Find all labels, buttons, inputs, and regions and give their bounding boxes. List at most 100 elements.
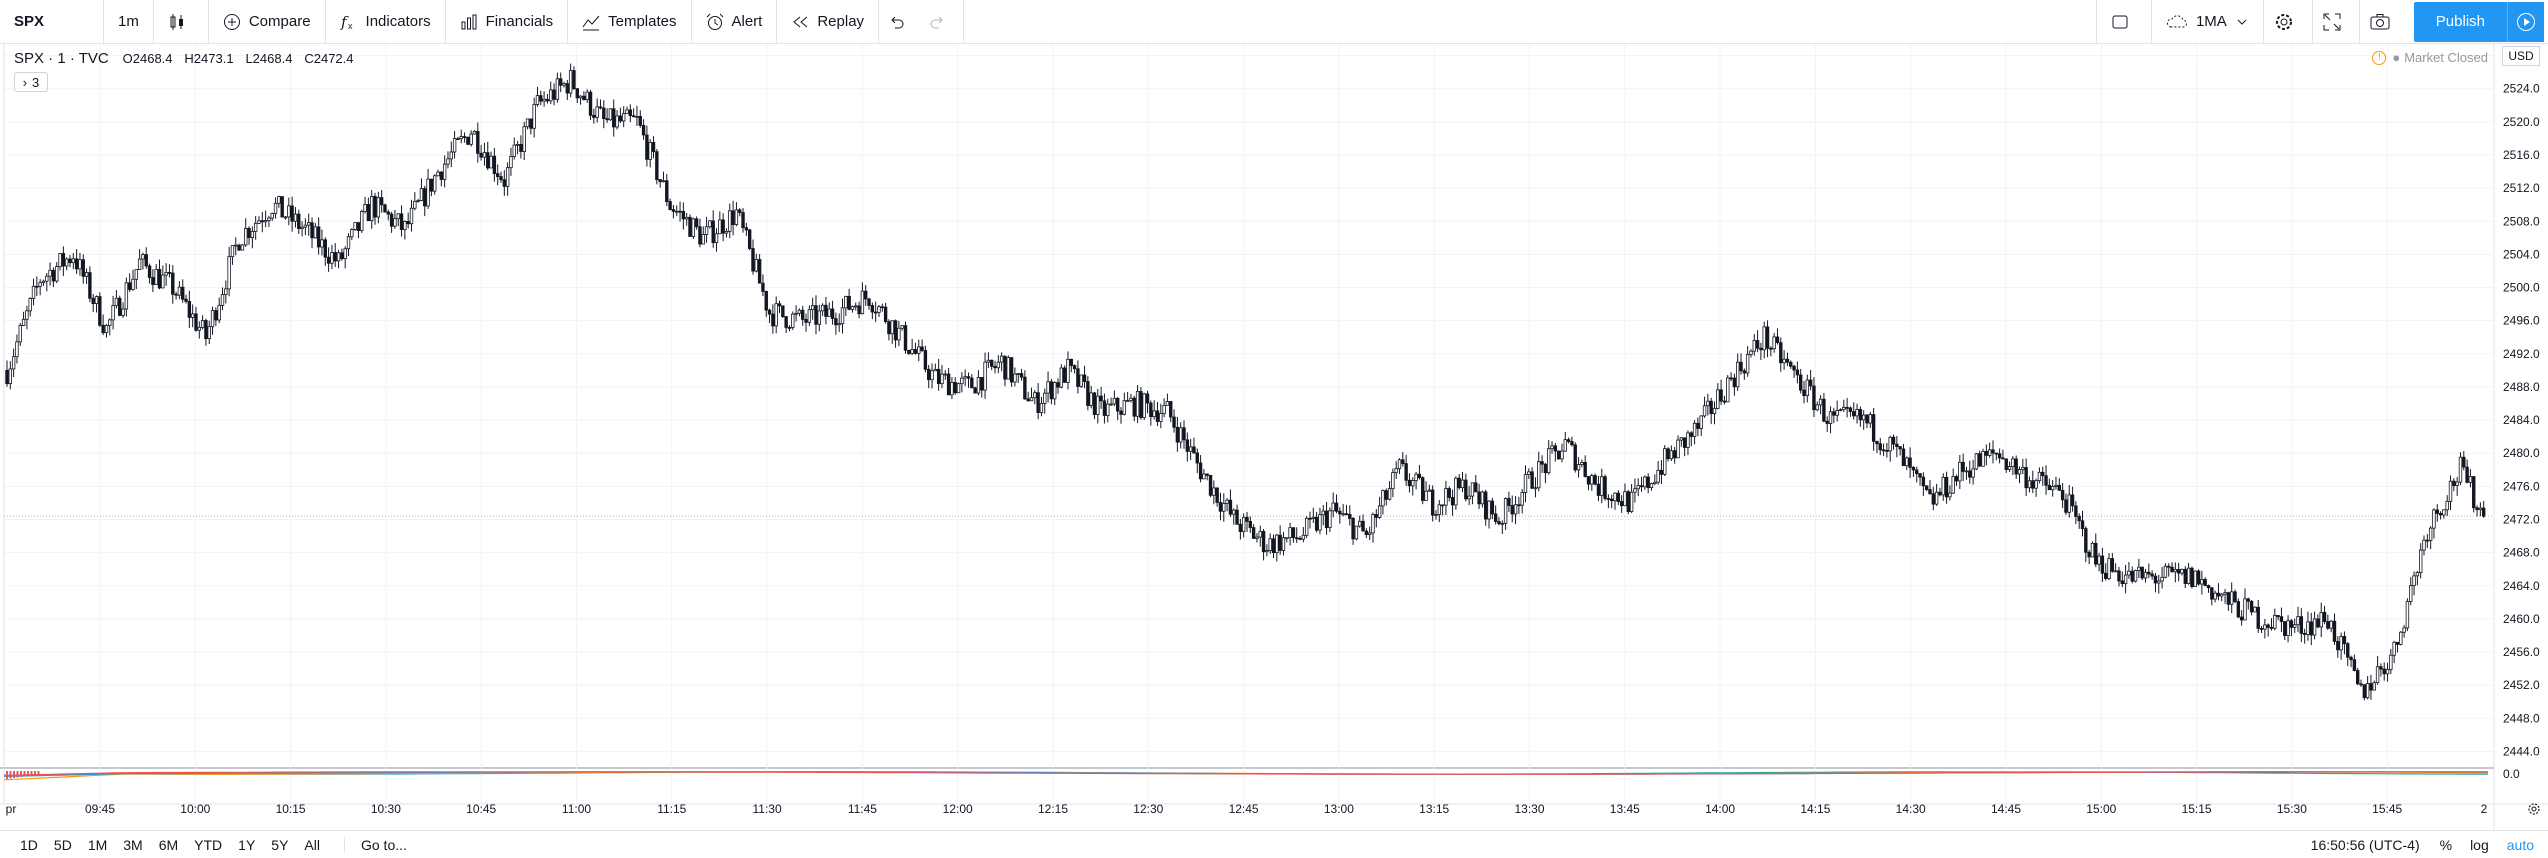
candle-body [1391,472,1395,490]
candle-body [714,233,719,244]
candle-body [1036,392,1040,413]
candle-body [452,138,457,153]
symbol-search[interactable]: SPX [0,0,104,44]
candle-body [1334,502,1339,512]
candle-body [1361,520,1365,532]
candle-body [711,220,715,244]
candle-body [1527,471,1531,475]
candle-body [1490,500,1495,515]
candle-body [2007,466,2012,470]
financials-button[interactable]: Financials [446,0,569,44]
candle-body [1735,361,1740,388]
alert-button[interactable]: Alert [692,0,778,44]
candle-body [2332,620,2337,642]
candle-body [694,218,699,228]
publish-label: Publish [2435,13,2485,30]
candle-body [2359,683,2363,686]
price-chart[interactable]: 2528.02524.02520.02516.02512.02508.02504… [0,44,2548,830]
candle-body [1686,432,1690,448]
snapshot-button[interactable] [2360,0,2408,44]
candle-body [2422,539,2426,551]
percent-toggle[interactable]: % [2440,837,2452,853]
candle-body [1911,466,1916,471]
candle-body [2362,684,2367,699]
candle-body [1712,407,1717,415]
templates-button[interactable]: Templates [568,0,692,44]
candle-body [2153,575,2158,584]
candle-body [751,248,755,272]
candle-body [2163,565,2168,578]
range-button-ytd[interactable]: YTD [194,836,223,853]
time-tick-label: 12:15 [1038,802,1068,816]
candle-body [1553,445,1558,452]
candle-body [495,173,500,177]
candle-body [2200,579,2204,585]
settings-button[interactable] [2264,0,2313,44]
candle-body [2296,616,2300,626]
play-button[interactable] [2507,1,2544,42]
candle-body [953,382,957,394]
candle-body [1556,450,1561,460]
candle-body [1954,476,1959,482]
fullscreen-button[interactable] [2313,0,2360,44]
compare-button[interactable]: Compare [209,0,326,44]
chevron-right-icon: › [22,74,28,90]
replay-button[interactable]: Replay [777,0,880,44]
candle-body [1006,357,1010,380]
candle-body [787,327,792,329]
range-button-6m[interactable]: 6M [158,836,179,853]
time-axis[interactable]: pr 09:45 10:00 10:15 10:30 10:45 11:00 11:15 11:… [6,802,2488,816]
goto-button[interactable]: Go to... [343,836,407,853]
range-button-1d[interactable]: 1D [20,836,38,853]
candle-body [2342,636,2347,645]
candle-body [2223,592,2227,595]
candle-body [1808,379,1813,387]
publish-button[interactable]: Publish [2413,1,2507,42]
range-button-1m[interactable]: 1M [87,836,108,853]
auto-toggle[interactable]: auto [2507,837,2534,853]
interval-button[interactable]: 1m [104,0,154,44]
candle-body [2369,683,2373,691]
candle-body [1593,475,1597,485]
candle-body [379,197,384,206]
range-button-1y[interactable]: 1Y [238,836,256,853]
candle-body [31,285,36,299]
undo-button[interactable] [879,0,921,44]
replay-label: Replay [817,13,865,30]
fullscreen-square-button[interactable] [2095,0,2152,44]
currency-badge[interactable]: USD [2502,46,2540,66]
range-button-5y[interactable]: 5Y [271,836,289,853]
candle-body [1981,450,1985,467]
candle-body [1454,477,1458,506]
candle-body [413,200,417,209]
log-toggle[interactable]: log [2470,837,2489,853]
candle-body [1576,464,1581,471]
candle-body [1696,422,1700,429]
clock[interactable]: 16:50:56 (UTC-4) [2311,837,2420,853]
range-button-all[interactable]: All [304,836,320,853]
candle-body [847,295,851,310]
range-button-3m[interactable]: 3M [123,836,143,853]
legend-symbol: SPX · 1 · TVC [14,50,109,67]
candle-body [1633,488,1637,493]
candle-body [2412,575,2416,586]
candle-body [761,282,765,292]
candle-body [1580,461,1584,465]
range-button-5d[interactable]: 5D [53,836,72,853]
candle-body [8,368,13,385]
candle-body [940,373,944,385]
candle-body [840,307,845,325]
candle-body [1560,450,1564,460]
layout-button[interactable]: 1MA [2152,0,2264,44]
candle-body [1384,490,1388,500]
price-axis[interactable]: 2528.02524.02520.02516.02512.02508.02504… [2503,49,2540,815]
candle-body [1961,461,1965,472]
redo-button[interactable] [921,0,965,44]
candle-body [94,296,99,305]
indicators-collapse-button[interactable]: › 3 [14,72,48,92]
candle-body [810,305,815,311]
price-tick-label: 2468.0 [2503,546,2540,560]
chart-style-button[interactable] [154,0,209,44]
